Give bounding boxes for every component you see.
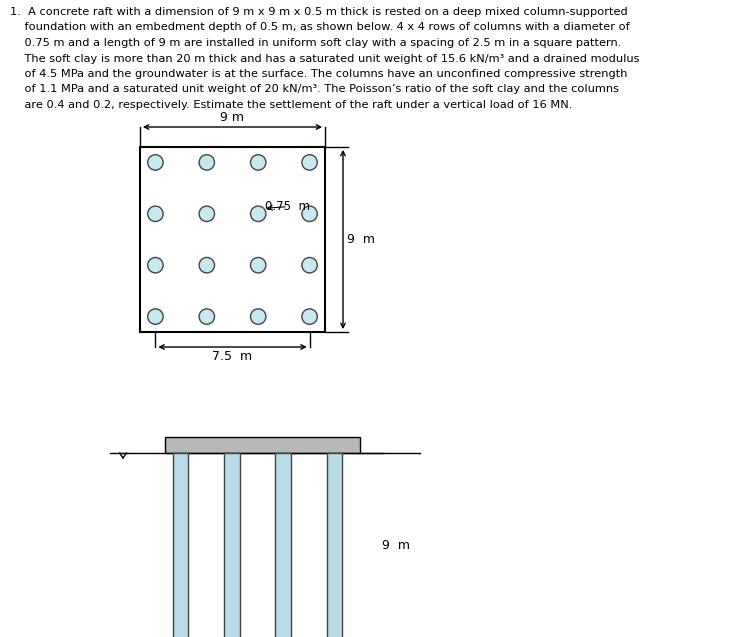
Circle shape (302, 206, 318, 222)
Bar (140, 147, 325, 332)
Bar (165, 437, 360, 453)
Circle shape (302, 309, 318, 324)
Circle shape (148, 206, 163, 222)
Circle shape (148, 155, 163, 170)
Circle shape (199, 206, 214, 222)
Circle shape (302, 155, 318, 170)
Bar (275, 453, 291, 637)
Circle shape (302, 257, 318, 273)
Text: of 4.5 MPa and the groundwater is at the surface. The columns have an unconfined: of 4.5 MPa and the groundwater is at the… (10, 69, 628, 79)
Text: 0.75 m and a length of 9 m are installed in uniform soft clay with a spacing of : 0.75 m and a length of 9 m are installed… (10, 38, 621, 48)
Bar (173, 453, 188, 637)
Text: are 0.4 and 0.2, respectively. Estimate the settlement of the raft under a verti: are 0.4 and 0.2, respectively. Estimate … (10, 100, 572, 110)
Circle shape (251, 155, 266, 170)
Circle shape (148, 257, 163, 273)
Circle shape (251, 309, 266, 324)
Text: 9  m: 9 m (382, 539, 410, 552)
Text: 7.5  m: 7.5 m (212, 350, 252, 363)
Text: 9  m: 9 m (347, 233, 375, 246)
Circle shape (251, 257, 266, 273)
Circle shape (251, 206, 266, 222)
Circle shape (199, 155, 214, 170)
Bar (327, 453, 342, 637)
Circle shape (199, 257, 214, 273)
Text: The soft clay is more than 20 m thick and has a saturated unit weight of 15.6 kN: The soft clay is more than 20 m thick an… (10, 54, 640, 64)
Circle shape (148, 309, 163, 324)
Text: 1.  A concrete raft with a dimension of 9 m x 9 m x 0.5 m thick is rested on a d: 1. A concrete raft with a dimension of 9… (10, 7, 628, 17)
Bar (224, 453, 240, 637)
Text: 9 m: 9 m (220, 111, 245, 124)
Text: of 1.1 MPa and a saturated unit weight of 20 kN/m³. The Poisson’s ratio of the s: of 1.1 MPa and a saturated unit weight o… (10, 85, 619, 94)
Text: foundation with an embedment depth of 0.5 m, as shown below. 4 x 4 rows of colum: foundation with an embedment depth of 0.… (10, 22, 630, 32)
Circle shape (199, 309, 214, 324)
Text: 0.75  m: 0.75 m (266, 200, 310, 213)
